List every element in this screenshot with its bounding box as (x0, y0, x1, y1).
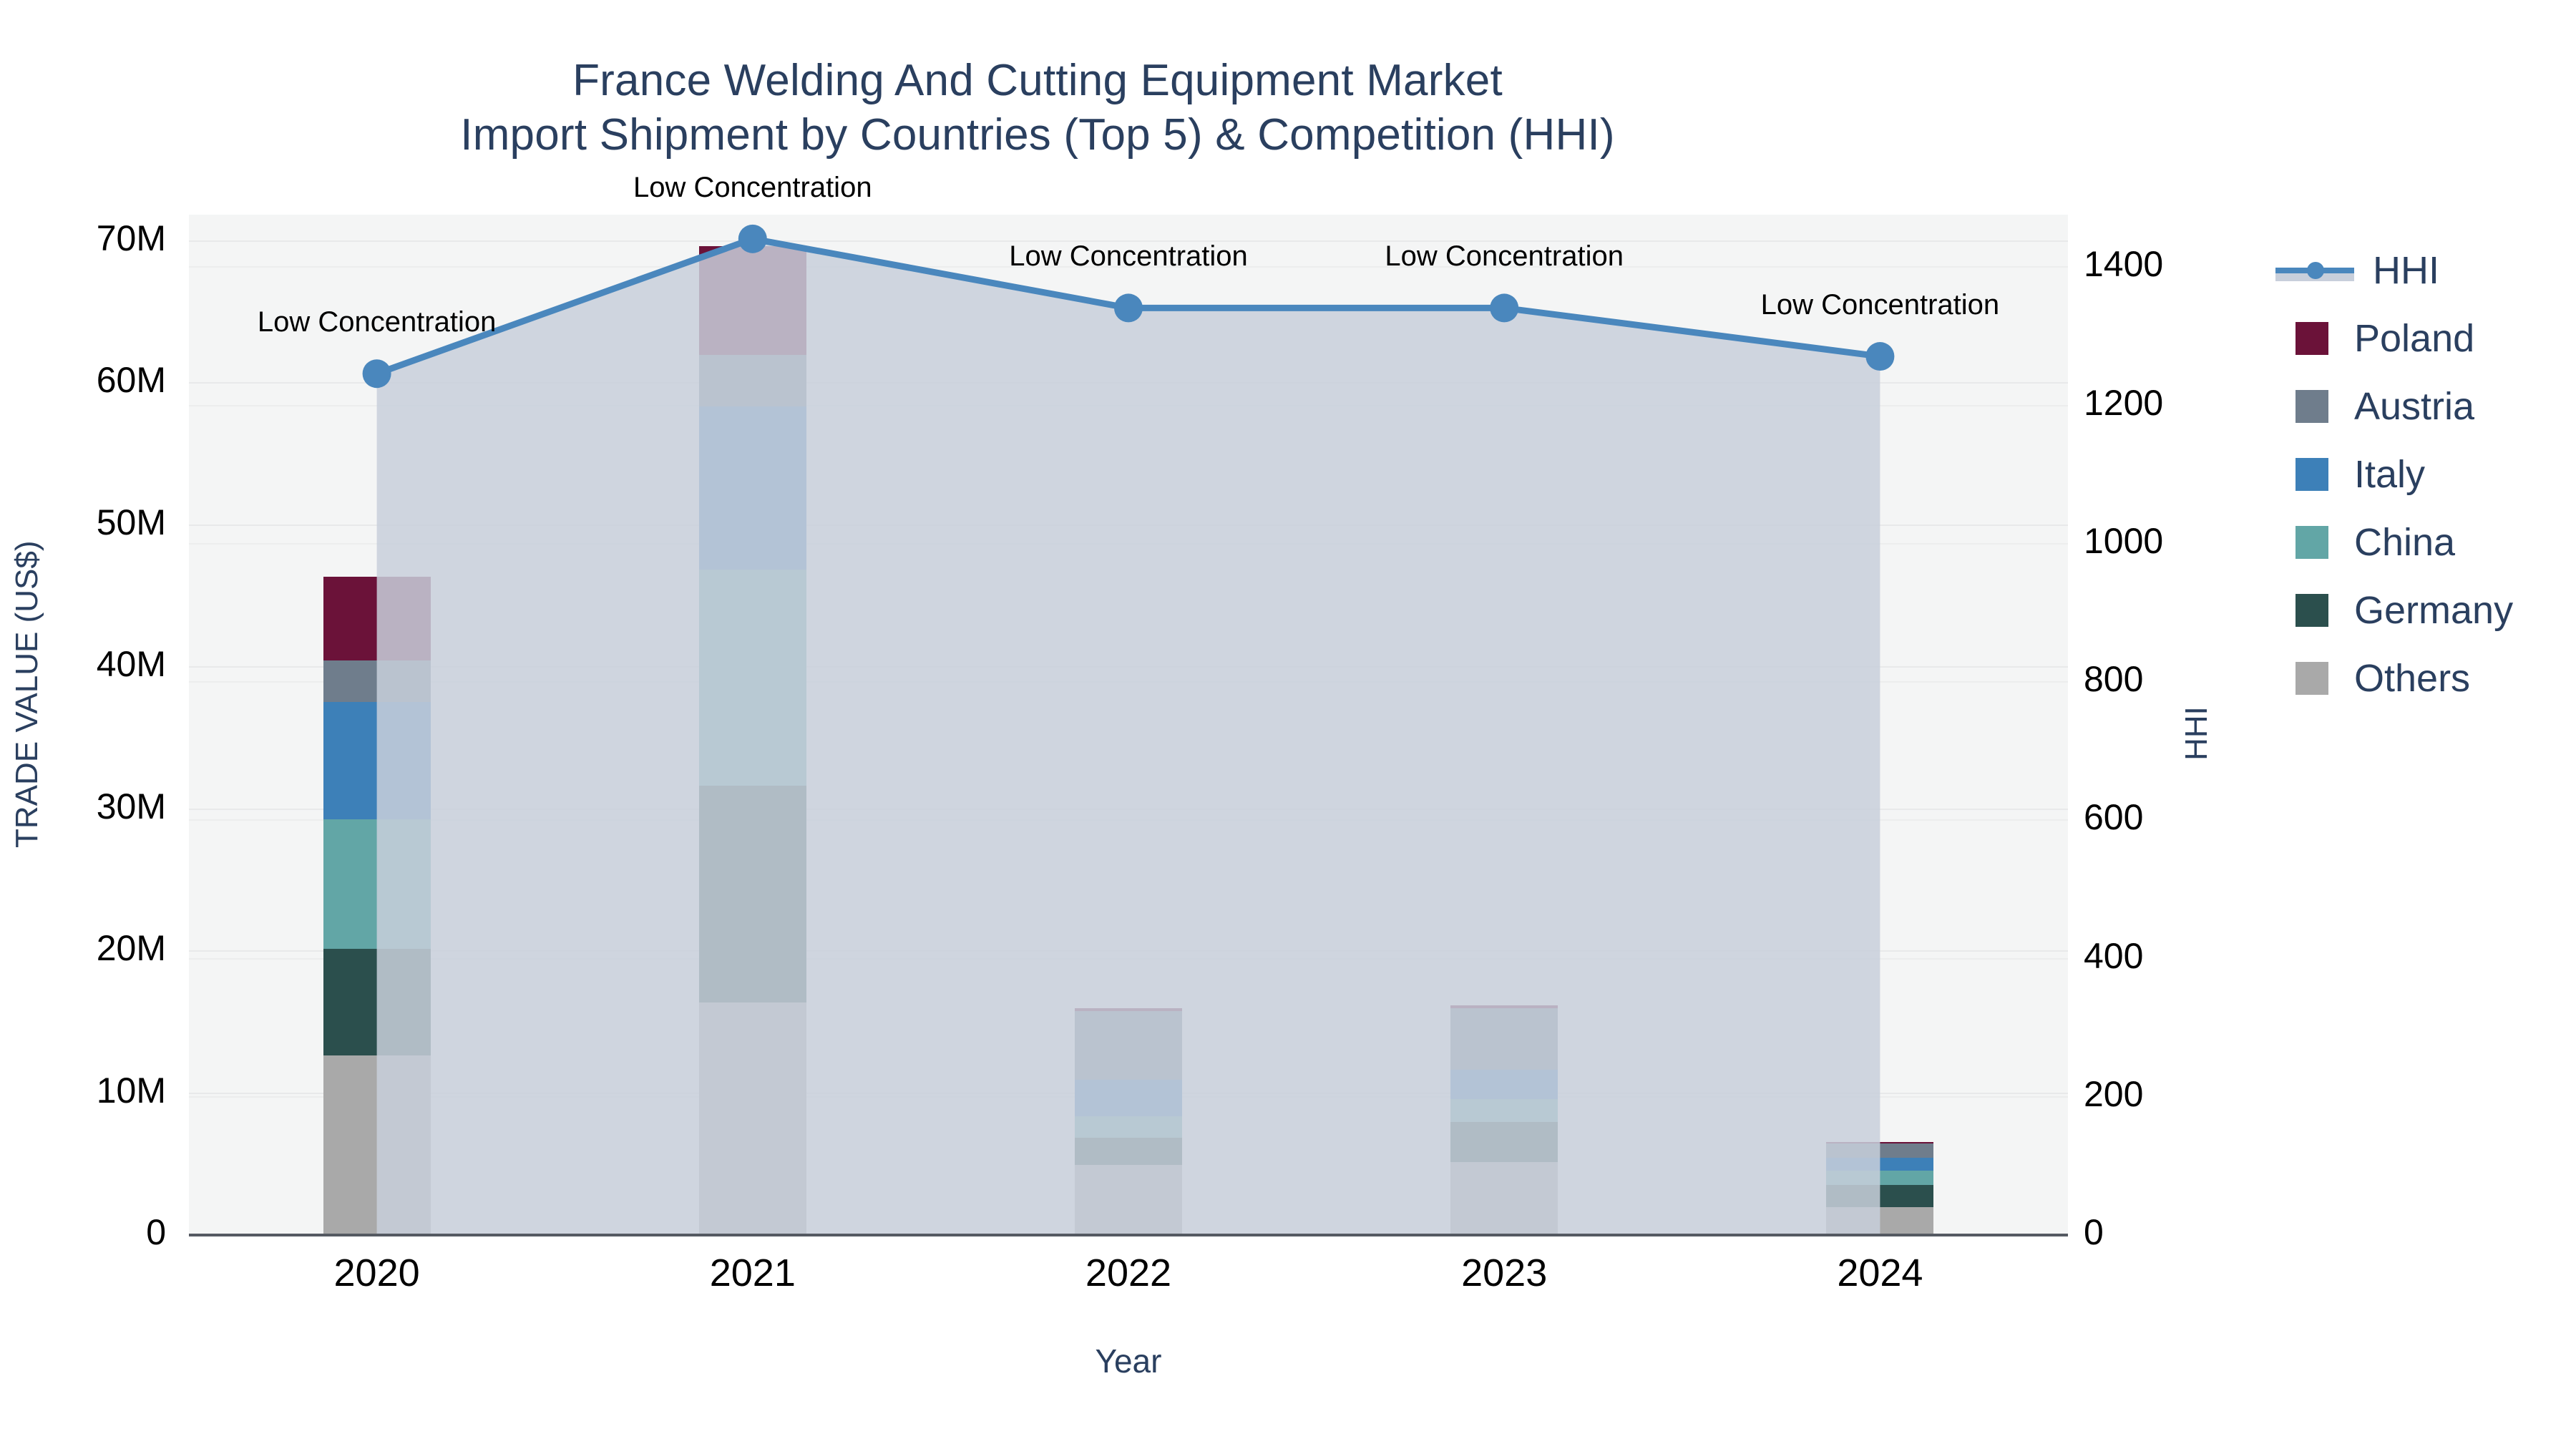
y-tick-right-0: 0 (2084, 1212, 2104, 1252)
y-tick-right-600: 600 (2084, 797, 2144, 838)
chart-title-line-2: Import Shipment by Countries (Top 5) & C… (460, 109, 1615, 160)
annotation-2022: Low Concentration (1009, 240, 1248, 273)
y-tick-right-200: 200 (2084, 1073, 2144, 1114)
y-tick-left-40M: 40M (96, 644, 166, 685)
gridline-secondary (189, 266, 2068, 268)
legend-label: HHI (2373, 248, 2439, 292)
x-axis-line (189, 1234, 2068, 1236)
legend-item-china[interactable]: China (2275, 508, 2576, 576)
legend-swatch-icon (2296, 457, 2328, 491)
hhi-marker-2020[interactable] (362, 359, 391, 389)
x-tick-2021: 2021 (709, 1252, 796, 1294)
legend-line-icon (2275, 254, 2354, 287)
annotation-2020: Low Concentration (257, 306, 497, 338)
chart-title-line-1: France Welding And Cutting Equipment Mar… (572, 56, 1503, 105)
y-tick-left-0: 0 (146, 1212, 166, 1252)
hhi-marker-2022[interactable] (1114, 293, 1143, 323)
y-tick-left-60M: 60M (96, 360, 166, 401)
legend-swatch-icon (2296, 389, 2328, 423)
annotation-2021: Low Concentration (633, 171, 872, 203)
legend-swatch-icon (2296, 321, 2328, 355)
legend-item-austria[interactable]: Austria (2275, 372, 2576, 440)
y-tick-left-50M: 50M (96, 502, 166, 542)
legend-item-germany[interactable]: Germany (2275, 576, 2576, 644)
legend-label: Italy (2354, 452, 2426, 496)
y-tick-right-1200: 1200 (2084, 382, 2164, 423)
legend-swatch-icon (2296, 593, 2328, 627)
hhi-line-series (362, 224, 1895, 1234)
y-tick-right-400: 400 (2084, 935, 2144, 976)
annotation-2024: Low Concentration (1760, 289, 2000, 321)
y-tick-right-800: 800 (2084, 659, 2144, 700)
y-tick-left-30M: 30M (96, 786, 166, 826)
hhi-marker-2021[interactable] (738, 224, 767, 253)
legend-label: Poland (2354, 316, 2475, 360)
legend-item-others[interactable]: Others (2275, 644, 2576, 712)
legend: HHI Poland Austria Italy China Germany Others (2275, 236, 2576, 712)
annotation-2023: Low Concentration (1385, 240, 1624, 273)
hhi-area-fill (376, 238, 1880, 1234)
x-tick-2023: 2023 (1461, 1252, 1548, 1294)
y-tick-right-1000: 1000 (2084, 520, 2164, 561)
y-tick-left-70M: 70M (96, 218, 166, 258)
y-axis-right-title: HHI (2179, 706, 2214, 761)
legend-label: China (2354, 520, 2456, 564)
y-tick-right-1400: 1400 (2084, 244, 2164, 285)
legend-item-italy[interactable]: Italy (2275, 440, 2576, 508)
legend-item-hhi[interactable]: HHI (2275, 236, 2576, 304)
y-axis-left-title: TRADE VALUE (US$) (9, 540, 44, 849)
x-tick-2022: 2022 (1085, 1252, 1172, 1294)
plot-area (189, 215, 2068, 1234)
legend-swatch-icon (2296, 525, 2328, 559)
y-tick-left-20M: 20M (96, 928, 166, 969)
y-tick-left-10M: 10M (96, 1070, 166, 1111)
x-tick-2020: 2020 (333, 1252, 420, 1294)
x-axis-title: Year (1095, 1342, 1162, 1380)
legend-item-poland[interactable]: Poland (2275, 304, 2576, 372)
hhi-marker-2023[interactable] (1490, 293, 1519, 323)
gridline (189, 240, 2068, 242)
legend-label: Austria (2354, 384, 2475, 428)
x-tick-2024: 2024 (1837, 1252, 1923, 1294)
page-title: France Welding And Cutting Equipment Mar… (0, 54, 2075, 162)
legend-swatch-icon (2296, 661, 2328, 695)
hhi-marker-2024[interactable] (1865, 342, 1895, 371)
legend-label: Germany (2354, 588, 2514, 632)
legend-label: Others (2354, 656, 2471, 700)
